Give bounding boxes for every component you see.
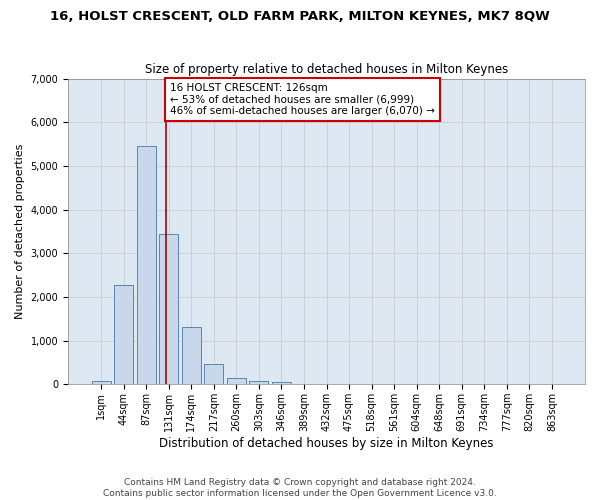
Bar <box>272 382 291 384</box>
X-axis label: Distribution of detached houses by size in Milton Keynes: Distribution of detached houses by size … <box>159 437 494 450</box>
Title: Size of property relative to detached houses in Milton Keynes: Size of property relative to detached ho… <box>145 63 508 76</box>
Bar <box>250 381 268 384</box>
Text: 16, HOLST CRESCENT, OLD FARM PARK, MILTON KEYNES, MK7 8QW: 16, HOLST CRESCENT, OLD FARM PARK, MILTO… <box>50 10 550 23</box>
Bar <box>159 234 178 384</box>
Text: Contains HM Land Registry data © Crown copyright and database right 2024.
Contai: Contains HM Land Registry data © Crown c… <box>103 478 497 498</box>
Y-axis label: Number of detached properties: Number of detached properties <box>15 144 25 319</box>
Bar <box>92 381 110 384</box>
Bar <box>137 146 156 384</box>
Bar <box>182 326 201 384</box>
Bar <box>114 284 133 384</box>
Bar <box>227 378 246 384</box>
Text: 16 HOLST CRESCENT: 126sqm
← 53% of detached houses are smaller (6,999)
46% of se: 16 HOLST CRESCENT: 126sqm ← 53% of detac… <box>170 83 435 116</box>
Bar <box>204 364 223 384</box>
